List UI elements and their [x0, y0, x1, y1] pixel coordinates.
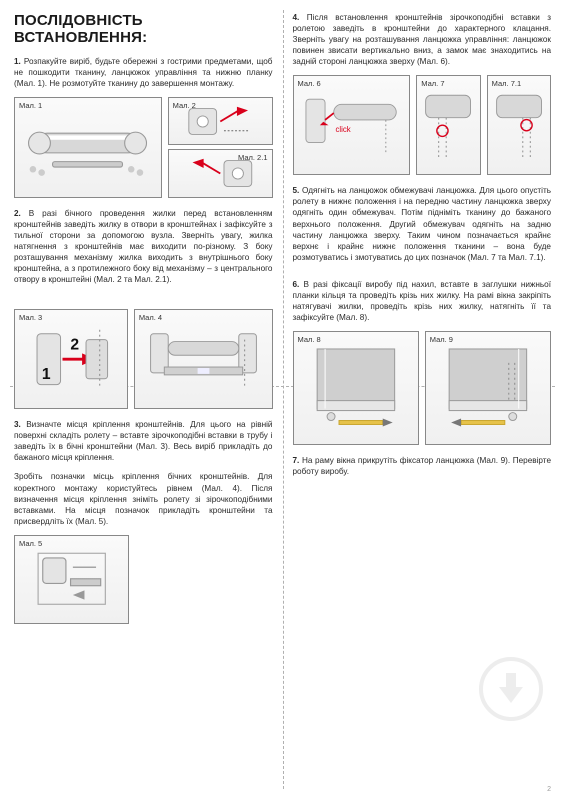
figure-6: Мал. 6 click	[293, 75, 411, 175]
figure-1-label: Мал. 1	[19, 101, 42, 110]
step-3-num: 3.	[14, 420, 21, 429]
svg-text:1: 1	[42, 366, 51, 383]
assembly-arrows-icon: 1 2	[21, 320, 122, 398]
step-6-num: 6.	[293, 280, 300, 289]
spacer	[14, 293, 273, 303]
chain-limiter-alt-icon	[491, 86, 547, 164]
tensioner-left-icon	[300, 343, 412, 432]
figure-8-label: Мал. 8	[298, 335, 321, 344]
figure-5-label: Мал. 5	[19, 539, 42, 548]
step-4-num: 4.	[293, 13, 300, 22]
step-5-body: Одягніть на ланцюжок обмежувачі ланцюжка…	[293, 186, 552, 261]
step-7-body: На раму вікна прикрутіть фіксатор ланцюж…	[293, 456, 552, 476]
step-2-num: 2.	[14, 209, 21, 218]
step-1-body: Розпакуйте виріб, будьте обережні з гост…	[14, 57, 273, 88]
vertical-divider	[283, 10, 284, 789]
figure-5: Мал. 5	[14, 535, 129, 624]
figure-1: Мал. 1	[14, 97, 162, 198]
figure-7-1-label: Мал. 7.1	[492, 79, 521, 88]
figure-4-label: Мал. 4	[139, 313, 162, 322]
step-5-text: 5. Одягніть на ланцюжок обмежувачі ланцю…	[293, 185, 552, 262]
chain-limiter-icon	[420, 86, 476, 164]
step-3b-text: Зробіть позначки місць кріплення бічних …	[14, 471, 273, 526]
step-3b-body: Зробіть позначки місць кріплення бічних …	[14, 472, 273, 525]
step-3a-body: Визначте місця кріплення кронштейнів. Дл…	[14, 420, 273, 462]
step-7-text: 7. На раму вікна прикрутіть фіксатор лан…	[293, 455, 552, 477]
step-2-body: В разі бічного проведення жилки перед вс…	[14, 209, 273, 284]
page-number: 2	[547, 786, 551, 793]
page-title: ПОСЛІДОВНІСТЬ ВСТАНОВЛЕННЯ:	[14, 12, 273, 46]
spacer	[135, 535, 273, 624]
figure-2-label: Мал. 2	[173, 101, 196, 110]
figure-7-label: Мал. 7	[421, 79, 444, 88]
step-6-body: В разі фіксації виробу під нахил, вставт…	[293, 280, 552, 322]
figure-7-1: Мал. 7.1	[487, 75, 551, 175]
figure-row-4: Мал. 6 click Мал. 7 Ма	[293, 75, 552, 175]
figure-6-label: Мал. 6	[298, 79, 321, 88]
click-insert-icon: click	[299, 86, 403, 164]
tensioner-right-icon	[432, 343, 544, 432]
step-4-body: Після встановлення кронштейнів зірочкопо…	[293, 13, 552, 66]
figure-row-1: Мал. 1 Мал. 2	[14, 97, 273, 198]
figure-8: Мал. 8	[293, 331, 419, 445]
figure-row-3: Мал. 5	[14, 535, 273, 624]
step-1-text: 1. Розпакуйте виріб, будьте обережні з г…	[14, 56, 273, 89]
figure-4: Мал. 4	[134, 309, 273, 409]
step-1-num: 1.	[14, 57, 21, 66]
step-2-text: 2. В разі бічного проведення жилки перед…	[14, 208, 273, 285]
level-mount-icon	[142, 320, 265, 398]
drill-bracket-icon	[21, 544, 122, 614]
figure-2: Мал. 2	[168, 97, 273, 145]
figure-2-1: Мал. 2.1	[168, 149, 273, 197]
figure-2-1-label: Мал. 2.1	[238, 153, 267, 162]
figure-row-5: Мал. 8 Мал. 9	[293, 331, 552, 445]
figure-7: Мал. 7	[416, 75, 480, 175]
svg-text:2: 2	[70, 336, 79, 353]
step-3a-text: 3. Визначте місця кріплення кронштейнів.…	[14, 419, 273, 463]
step-6-text: 6. В разі фіксації виробу під нахил, вст…	[293, 279, 552, 323]
roller-parts-icon	[22, 108, 153, 187]
step-5-num: 5.	[293, 186, 300, 195]
click-annotation: click	[336, 125, 351, 134]
watermark-icon	[479, 657, 543, 721]
step-7-num: 7.	[293, 456, 300, 465]
spacer	[293, 271, 552, 279]
page-container: ПОСЛІДОВНІСТЬ ВСТАНОВЛЕННЯ: 1. Розпакуйт…	[0, 0, 565, 799]
step-4-text: 4. Після встановлення кронштейнів зірочк…	[293, 12, 552, 67]
figure-9-label: Мал. 9	[430, 335, 453, 344]
figure-3: Мал. 3 1 2	[14, 309, 128, 409]
figure-9: Мал. 9	[425, 331, 551, 445]
figure-row-2: Мал. 3 1 2 Мал. 4	[14, 309, 273, 409]
left-column: ПОСЛІДОВНІСТЬ ВСТАНОВЛЕННЯ: 1. Розпакуйт…	[0, 0, 283, 799]
figure-3-label: Мал. 3	[19, 313, 42, 322]
